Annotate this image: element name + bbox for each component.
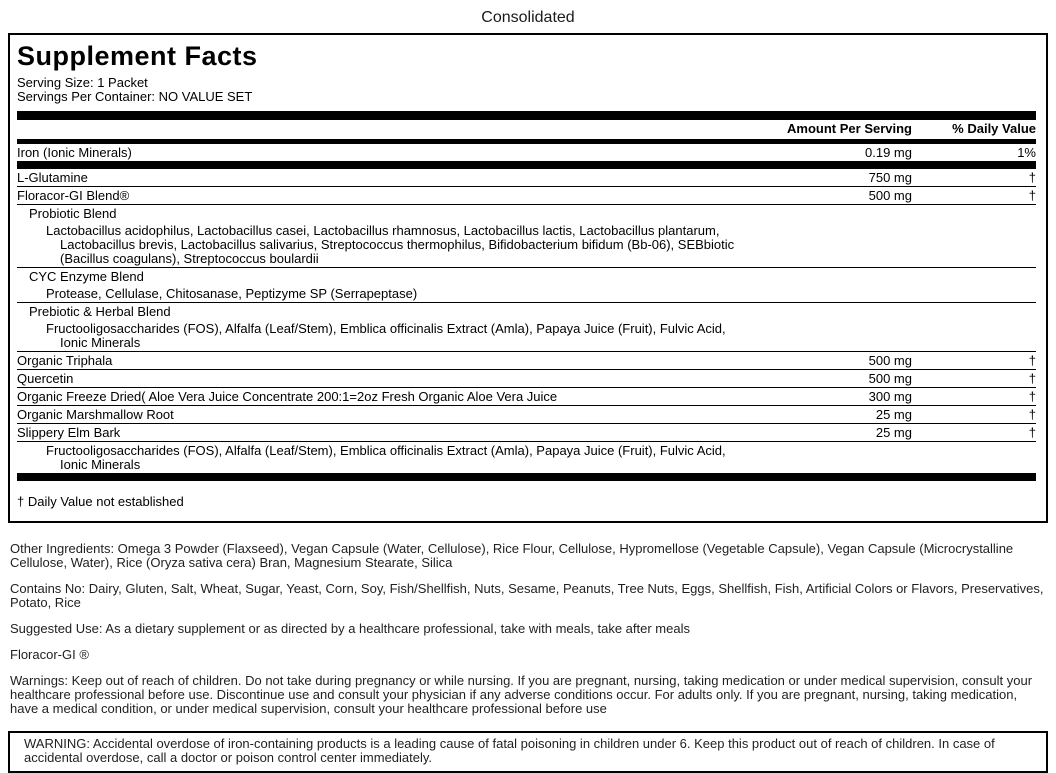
ingredient-daily-value: † [1028,353,1036,368]
ingredient-name: CYC Enzyme Blend [29,269,144,284]
other-ingredients-text: Other Ingredients: Omega 3 Powder (Flaxs… [10,541,1014,570]
table-header-row: Amount Per Serving % Daily Value [17,120,1036,139]
serving-size: Serving Size: 1 Packet [17,75,148,90]
column-header-daily-value: % Daily Value [952,121,1036,136]
table-row: Floracor-GI Blend® 500 mg † [17,187,1036,205]
ingredient-name: Probiotic Blend [29,206,117,221]
ingredient-amount: 25 mg [875,407,912,422]
ingredient-amount: 25 mg [875,425,912,440]
ingredient-daily-value: † [1028,188,1036,203]
ingredient-name: Organic Triphala [17,353,113,368]
ingredient-daily-value: 1% [1017,145,1036,160]
column-header-amount: Amount Per Serving [787,121,912,136]
facts-rows: Iron (Ionic Minerals) 0.19 mg 1% L-Gluta… [17,144,1036,481]
warnings-text: Warnings: Keep out of reach of children.… [10,673,1033,716]
table-row: L-Glutamine 750 mg † [17,169,1036,187]
thick-divider-bar [17,161,1036,169]
table-row: Fructooligosaccharides (FOS), Alfalfa (L… [17,320,1036,352]
ingredient-amount: 500 mg [868,188,912,203]
product-name-text: Floracor-GI ® [10,647,89,662]
servings-per-container: Servings Per Container: NO VALUE SET [17,89,253,104]
supplement-facts-panel: Supplement Facts Serving Size: 1 Packet … [8,33,1048,523]
ingredient-name: L-Glutamine [17,170,88,185]
table-row: Quercetin 500 mg † [17,370,1036,388]
ingredient-daily-value: † [1028,170,1036,185]
ingredient-name: Fructooligosaccharides (FOS), Alfalfa (L… [46,321,726,350]
table-row: Organic Triphala 500 mg † [17,352,1036,370]
table-row: Lactobacillus acidophilus, Lactobacillus… [17,222,1036,268]
ingredient-name: Prebiotic & Herbal Blend [29,304,171,319]
table-row: Prebiotic & Herbal Blend [17,303,1036,320]
suggested-use-text: Suggested Use: As a dietary supplement o… [10,621,690,636]
thick-divider-bar [17,111,1036,120]
ingredient-amount: 750 mg [868,170,912,185]
iron-warning-box: WARNING: Accidental overdose of iron-con… [8,731,1048,773]
ingredient-name: Iron (Ionic Minerals) [17,145,132,160]
ingredient-name: Slippery Elm Bark [17,425,121,440]
header-divider-bar [17,139,1036,144]
ingredient-daily-value: † [1028,371,1036,386]
table-row: Iron (Ionic Minerals) 0.19 mg 1% [17,144,1036,161]
panel-title: Supplement Facts [17,41,258,71]
thick-divider-bar [17,473,1036,481]
table-row: Slippery Elm Bark 25 mg † [17,424,1036,442]
page-title: Consolidated [481,9,575,26]
ingredient-name: Protease, Cellulase, Chitosanase, Peptiz… [46,286,418,301]
ingredient-daily-value: † [1028,389,1036,404]
daily-value-footnote: † Daily Value not established [17,494,184,509]
ingredient-daily-value: † [1028,407,1036,422]
ingredient-name: Lactobacillus acidophilus, Lactobacillus… [46,223,735,266]
table-row: Organic Freeze Dried( Aloe Vera Juice Co… [17,388,1036,406]
contains-no-text: Contains No: Dairy, Gluten, Salt, Wheat,… [10,581,1044,610]
iron-warning-text: WARNING: Accidental overdose of iron-con… [24,736,995,765]
ingredient-name: Floracor-GI Blend® [17,188,130,203]
ingredient-amount: 500 mg [868,353,912,368]
ingredient-name: Fructooligosaccharides (FOS), Alfalfa (L… [46,443,726,472]
table-row: Fructooligosaccharides (FOS), Alfalfa (L… [17,442,1036,473]
ingredient-amount: 0.19 mg [865,145,912,160]
ingredient-name: Quercetin [17,371,74,386]
ingredient-name: Organic Freeze Dried( Aloe Vera Juice Co… [17,389,558,404]
table-row: Probiotic Blend [17,205,1036,222]
ingredient-amount: 500 mg [868,371,912,386]
ingredient-daily-value: † [1028,425,1036,440]
table-row: CYC Enzyme Blend [17,268,1036,285]
ingredient-amount: 300 mg [868,389,912,404]
ingredient-name: Organic Marshmallow Root [17,407,174,422]
table-row: Protease, Cellulase, Chitosanase, Peptiz… [17,285,1036,303]
table-row: Organic Marshmallow Root 25 mg † [17,406,1036,424]
